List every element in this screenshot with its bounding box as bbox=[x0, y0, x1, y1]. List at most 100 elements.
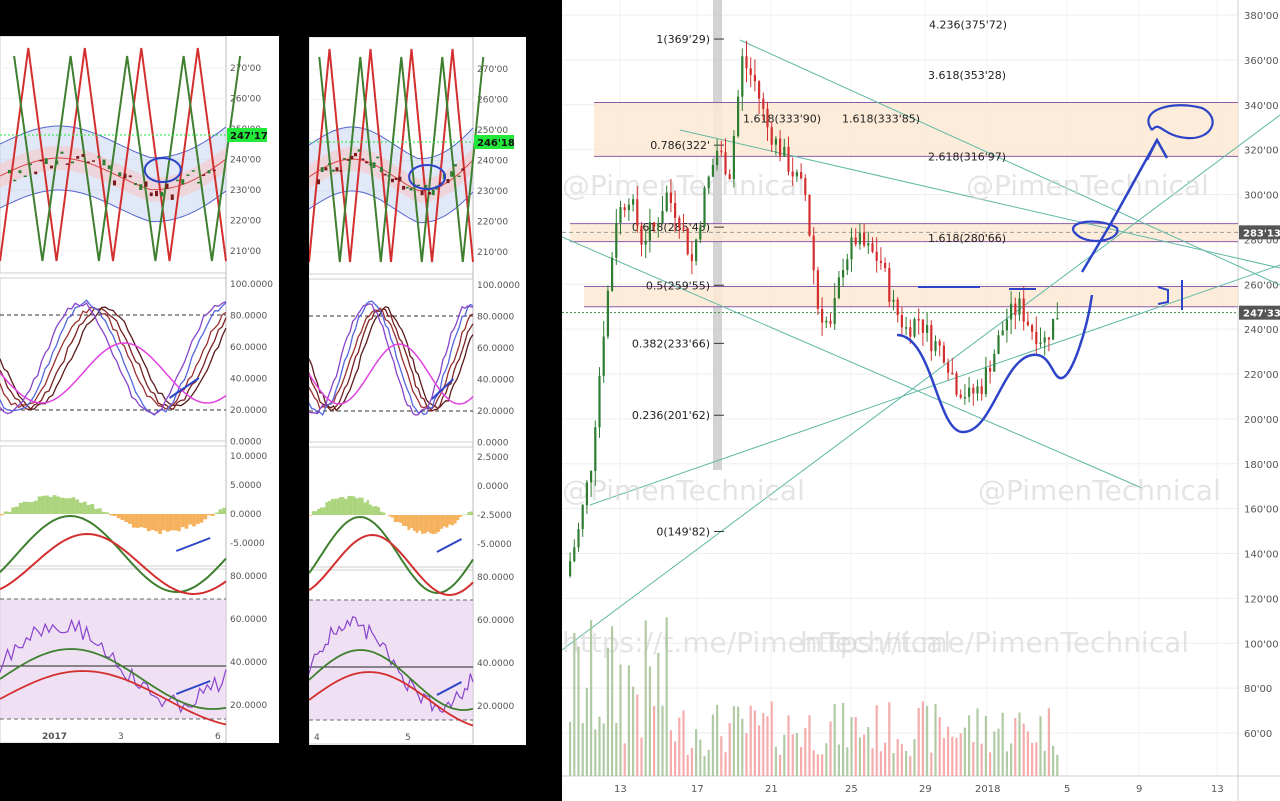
candle-body bbox=[123, 173, 127, 179]
y-tick-label: 280'00 bbox=[1244, 235, 1279, 246]
volume-bar bbox=[623, 743, 626, 776]
candle-body bbox=[955, 373, 958, 395]
candle-body bbox=[648, 222, 651, 241]
macd-histogram-bar bbox=[437, 515, 441, 532]
adx-line bbox=[0, 648, 227, 710]
candle-body bbox=[900, 315, 903, 328]
volume-bar bbox=[1039, 716, 1042, 776]
volume-bar bbox=[934, 703, 937, 776]
candle-body bbox=[686, 228, 689, 255]
candle-body bbox=[850, 237, 853, 260]
volume-bar bbox=[816, 754, 819, 776]
macd-histogram-bar bbox=[442, 515, 446, 527]
x-tick-label: 4 bbox=[314, 733, 320, 743]
resistance-zone bbox=[570, 223, 1238, 242]
volume-bar bbox=[930, 752, 933, 776]
annotation-arrow bbox=[436, 538, 462, 553]
left-chart-panel: 270'00260'00250'00240'00230'00220'00210'… bbox=[0, 36, 279, 743]
macd-histogram-bar bbox=[0, 514, 4, 516]
macd-histogram-bar bbox=[325, 502, 329, 515]
candle-body bbox=[661, 210, 664, 224]
candle-body bbox=[569, 561, 572, 576]
macd-histogram-bar bbox=[360, 497, 364, 515]
macd-histogram-bar bbox=[165, 514, 170, 532]
macd-histogram-bar bbox=[169, 514, 174, 531]
trend-channel-line bbox=[562, 236, 1143, 489]
macd-histogram-bar bbox=[71, 497, 76, 514]
macd-histogram-bar bbox=[429, 515, 432, 534]
volume-bar bbox=[644, 620, 647, 776]
volume-bar bbox=[913, 739, 916, 776]
candle-body bbox=[71, 161, 74, 164]
volume-bar bbox=[968, 715, 971, 776]
macd-histogram-bar bbox=[311, 511, 315, 515]
candle-body bbox=[753, 74, 756, 82]
volume-bar bbox=[1052, 745, 1055, 776]
volume-bar bbox=[833, 703, 836, 776]
volume-bar bbox=[926, 705, 929, 776]
candle-body bbox=[875, 251, 878, 261]
macd-histogram-bar bbox=[203, 514, 208, 520]
fib-extension-label: 4.236(375'72) bbox=[929, 19, 1007, 32]
fib-extension-label: 1.618(280'66) bbox=[928, 232, 1006, 245]
macd-histogram-bar bbox=[467, 512, 471, 515]
volume-bar bbox=[951, 736, 954, 776]
candle-body bbox=[446, 179, 450, 184]
candle-body bbox=[405, 186, 409, 189]
candle-body bbox=[762, 98, 765, 109]
candle-body bbox=[1052, 318, 1055, 340]
y-tick-label: -5.0000 bbox=[230, 539, 265, 549]
volume-bar bbox=[770, 701, 773, 776]
candle-body bbox=[951, 372, 954, 375]
candle-body bbox=[783, 146, 786, 157]
macd-histogram-bar bbox=[410, 515, 413, 529]
macd-histogram-bar bbox=[456, 515, 460, 521]
x-tick-label: 13 bbox=[1211, 784, 1224, 795]
candle-body bbox=[854, 237, 857, 245]
volume-bar bbox=[619, 664, 622, 776]
volume-bar bbox=[1018, 712, 1021, 776]
candle-body bbox=[959, 394, 962, 398]
candle-body bbox=[644, 240, 647, 245]
macd-histogram-bar bbox=[41, 495, 46, 514]
volume-bar bbox=[720, 736, 723, 776]
y-tick-label: 0.0000 bbox=[477, 439, 509, 449]
candle-body bbox=[846, 259, 849, 271]
adx-line bbox=[309, 649, 474, 711]
macd-histogram-bar bbox=[459, 515, 463, 517]
y-tick-label: 200'00 bbox=[1244, 415, 1279, 426]
candle-body bbox=[842, 270, 845, 278]
volume-bar bbox=[808, 715, 811, 776]
zigzag-red-line bbox=[0, 47, 227, 262]
volume-bar bbox=[745, 733, 748, 776]
candle-body bbox=[808, 194, 811, 236]
volume-bar bbox=[1035, 742, 1038, 776]
candle-body bbox=[197, 181, 200, 184]
candle-body bbox=[833, 298, 836, 324]
volume-bar bbox=[795, 733, 798, 776]
macd-histogram-bar bbox=[404, 515, 408, 527]
candle-body bbox=[102, 159, 106, 166]
candle-body bbox=[640, 225, 643, 245]
annotation-forecast-curve bbox=[896, 294, 1094, 434]
y-tick-label: 40.0000 bbox=[230, 375, 267, 385]
stochastic-line bbox=[309, 303, 474, 416]
macd-line bbox=[0, 514, 227, 594]
macd-histogram-bar bbox=[180, 514, 185, 528]
y-tick-label: 380'00 bbox=[1244, 11, 1279, 22]
candle-body bbox=[160, 191, 164, 197]
candle-body bbox=[657, 223, 660, 227]
y-tick-label: 260'00 bbox=[477, 96, 508, 106]
candle-body bbox=[34, 171, 38, 175]
candle-body bbox=[357, 149, 361, 152]
candle-body bbox=[212, 169, 216, 172]
candle-body bbox=[787, 146, 790, 172]
candle-body bbox=[749, 68, 752, 75]
macd-histogram-bar bbox=[192, 514, 196, 527]
candle-body bbox=[968, 387, 971, 397]
candle-body bbox=[18, 170, 22, 174]
volume-bar bbox=[800, 747, 803, 776]
candle-body bbox=[728, 174, 731, 180]
x-tick-label: 29 bbox=[919, 784, 932, 795]
candle-body bbox=[695, 239, 698, 261]
